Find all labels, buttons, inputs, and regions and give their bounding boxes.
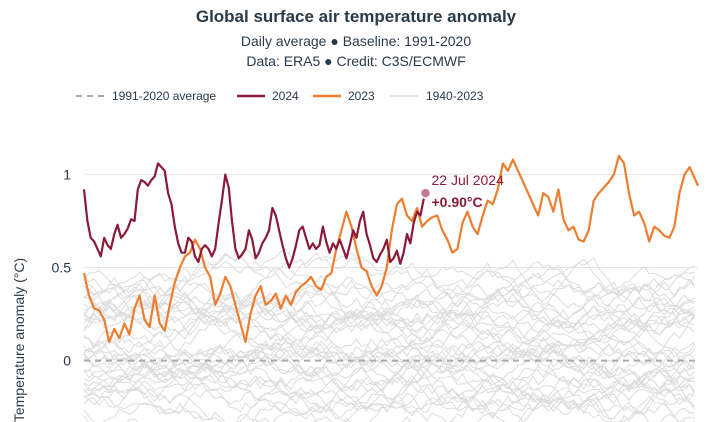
history-line — [83, 348, 695, 405]
legend-label-baseline: 1991-2020 average — [112, 89, 216, 103]
annotation: 22 Jul 2024 +0.90°C — [419, 172, 504, 210]
history-line — [83, 281, 696, 327]
y-axis-title: Temperature anomaly (°C) — [11, 258, 27, 422]
history-line — [83, 368, 696, 409]
history-line — [83, 384, 695, 422]
history-line — [83, 247, 695, 315]
history-line — [83, 361, 695, 422]
history-line — [83, 257, 695, 330]
history-line — [83, 292, 695, 349]
gridlines — [84, 174, 698, 269]
history-line — [83, 311, 695, 378]
history-line — [83, 314, 695, 370]
chart-subtitle: Daily average ● Baseline: 1991-2020 — [240, 33, 472, 49]
y-tick-labels: 00.51 — [52, 167, 72, 369]
annotation-point[interactable] — [419, 187, 432, 199]
annotation-value: +0.90°C — [431, 194, 482, 210]
legend-label-history: 1940-2023 — [426, 89, 484, 103]
legend-label-2023: 2023 — [348, 89, 375, 103]
legend: 1991-2020 average 2024 2023 1940-2023 — [76, 89, 484, 103]
history-line — [83, 364, 696, 422]
history-line — [83, 295, 696, 350]
legend-label-2024: 2024 — [272, 89, 299, 103]
history-line — [83, 345, 695, 396]
history-line — [83, 272, 695, 334]
y-tick-label: 0 — [63, 353, 71, 369]
history-line — [83, 311, 695, 368]
y-tick-label: 0.5 — [52, 260, 72, 276]
chart-title: Global surface air temperature anomaly — [195, 7, 517, 26]
annotation-date: 22 Jul 2024 — [431, 172, 504, 188]
history-line — [83, 387, 695, 422]
history-line — [83, 393, 695, 422]
series-lines — [82, 154, 700, 344]
chart-credit: Data: ERA5 ● Credit: C3S/ECMWF — [246, 53, 466, 69]
series-line-2023[interactable] — [82, 154, 700, 344]
history-lines-1940-2023 — [83, 247, 696, 422]
history-line — [83, 252, 696, 298]
history-line — [83, 275, 695, 341]
y-tick-label: 1 — [63, 167, 71, 183]
history-line — [83, 338, 695, 389]
history-line — [83, 383, 695, 422]
history-line — [83, 299, 695, 354]
series-line-2024[interactable] — [82, 162, 427, 269]
history-line — [83, 346, 695, 412]
history-line — [83, 342, 696, 387]
